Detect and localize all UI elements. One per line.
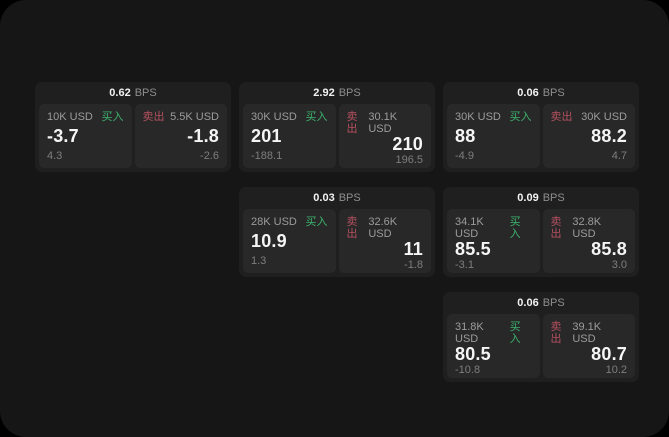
buy-side-label: 买入 xyxy=(305,216,328,228)
spread-header: 0.03 BPS xyxy=(239,187,435,209)
spread-value: 0.09 xyxy=(517,192,539,204)
buy-panel[interactable]: 30K USD 买入 88 -4.9 xyxy=(447,104,540,168)
sell-panel[interactable]: 卖出 30K USD 88.2 4.7 xyxy=(542,104,635,168)
buy-delta: 4.3 xyxy=(47,150,63,162)
bps-unit-label: BPS xyxy=(542,87,565,99)
buy-delta: -188.1 xyxy=(251,150,283,162)
buy-panel[interactable]: 28K USD 买入 10.9 1.3 xyxy=(243,209,336,273)
buy-size: 30K USD xyxy=(251,111,297,123)
sell-delta: -1.8 xyxy=(404,259,423,271)
spread-value: 0.06 xyxy=(517,87,539,99)
sell-delta: 4.7 xyxy=(611,150,627,162)
sell-panel[interactable]: 卖出 32.8K USD 85.8 3.0 xyxy=(542,209,635,273)
sell-side-label: 卖出 xyxy=(346,111,358,135)
sell-delta: 3.0 xyxy=(611,259,627,271)
quote-card-4: 0.03 BPS 28K USD 买入 10.9 1.3 卖出 32.6K US… xyxy=(239,187,435,277)
quote-card-2: 2.92 BPS 30K USD 买入 201 -188.1 卖出 30.1K … xyxy=(239,82,435,172)
spread-value: 0.06 xyxy=(517,297,539,309)
spread-value: 2.92 xyxy=(313,87,335,99)
buy-delta: -10.8 xyxy=(455,364,481,376)
spread-header: 0.06 BPS xyxy=(443,82,639,104)
quote-card-1: 0.62 BPS 10K USD 买入 -3.7 4.3 卖出 5.5K USD… xyxy=(35,82,231,172)
spread-header: 2.92 BPS xyxy=(239,82,435,104)
buy-size: 28K USD xyxy=(251,216,297,228)
sell-size: 5.5K USD xyxy=(170,111,219,123)
spread-value: 0.03 xyxy=(313,192,335,204)
buy-panel[interactable]: 30K USD 买入 201 -188.1 xyxy=(243,104,336,168)
buy-size: 31.8K USD xyxy=(455,321,484,345)
sell-panel[interactable]: 卖出 30.1K USD 210 196.5 xyxy=(338,104,431,168)
buy-price: 85.5 xyxy=(455,239,491,259)
sell-delta: -2.6 xyxy=(200,150,219,162)
sell-size: 30K USD xyxy=(581,111,627,123)
sell-price: -1.8 xyxy=(187,126,219,146)
sell-side-label: 卖出 xyxy=(550,216,562,240)
sell-price: 85.8 xyxy=(591,239,627,259)
quote-card-5: 0.09 BPS 34.1K USD 买入 85.5 -3.1 卖出 32.8K… xyxy=(443,187,639,277)
sell-size: 39.1K USD xyxy=(572,321,602,345)
buy-side-label: 买入 xyxy=(101,111,124,123)
buy-price: 88 xyxy=(455,126,476,146)
buy-price: 10.9 xyxy=(251,231,287,251)
bps-unit-label: BPS xyxy=(338,87,361,99)
sell-size: 32.6K USD xyxy=(368,216,398,240)
sell-price: 88.2 xyxy=(591,126,627,146)
sell-panel[interactable]: 卖出 39.1K USD 80.7 10.2 xyxy=(542,314,635,378)
buy-size: 10K USD xyxy=(47,111,93,123)
sell-panel[interactable]: 卖出 32.6K USD 11 -1.8 xyxy=(338,209,431,273)
sell-delta: 10.2 xyxy=(605,364,627,376)
sell-panel[interactable]: 卖出 5.5K USD -1.8 -2.6 xyxy=(134,104,227,168)
sell-size: 32.8K USD xyxy=(572,216,602,240)
quote-card-6: 0.06 BPS 31.8K USD 买入 80.5 -10.8 卖出 39.1… xyxy=(443,292,639,382)
buy-panel[interactable]: 31.8K USD 买入 80.5 -10.8 xyxy=(447,314,540,378)
sell-price: 80.7 xyxy=(591,344,627,364)
sell-delta: 196.5 xyxy=(395,154,423,166)
sell-side-label: 卖出 xyxy=(550,321,562,345)
sell-side-label: 卖出 xyxy=(346,216,358,240)
buy-size: 30K USD xyxy=(455,111,501,123)
buy-delta: -4.9 xyxy=(455,150,474,162)
buy-side-label: 买入 xyxy=(305,111,328,123)
spread-header: 0.06 BPS xyxy=(443,292,639,314)
spread-header: 0.09 BPS xyxy=(443,187,639,209)
bps-unit-label: BPS xyxy=(338,192,361,204)
buy-price: 80.5 xyxy=(455,344,491,364)
spread-value: 0.62 xyxy=(109,87,131,99)
sell-size: 30.1K USD xyxy=(368,111,398,135)
buy-price: -3.7 xyxy=(47,126,79,146)
buy-size: 34.1K USD xyxy=(455,216,484,240)
bps-unit-label: BPS xyxy=(542,297,565,309)
buy-side-label: 买入 xyxy=(509,216,521,240)
buy-side-label: 买入 xyxy=(509,321,521,345)
sell-price: 11 xyxy=(403,239,423,259)
bps-unit-label: BPS xyxy=(542,192,565,204)
sell-side-label: 卖出 xyxy=(550,111,573,123)
sell-price: 210 xyxy=(392,134,423,154)
quote-card-3: 0.06 BPS 30K USD 买入 88 -4.9 卖出 30K USD 8… xyxy=(443,82,639,172)
sell-side-label: 卖出 xyxy=(142,111,165,123)
buy-panel[interactable]: 10K USD 买入 -3.7 4.3 xyxy=(39,104,132,168)
spread-header: 0.62 BPS xyxy=(35,82,231,104)
buy-side-label: 买入 xyxy=(509,111,532,123)
buy-panel[interactable]: 34.1K USD 买入 85.5 -3.1 xyxy=(447,209,540,273)
bps-unit-label: BPS xyxy=(134,87,157,99)
buy-delta: -3.1 xyxy=(455,259,474,271)
buy-delta: 1.3 xyxy=(251,255,267,267)
buy-price: 201 xyxy=(251,126,282,146)
